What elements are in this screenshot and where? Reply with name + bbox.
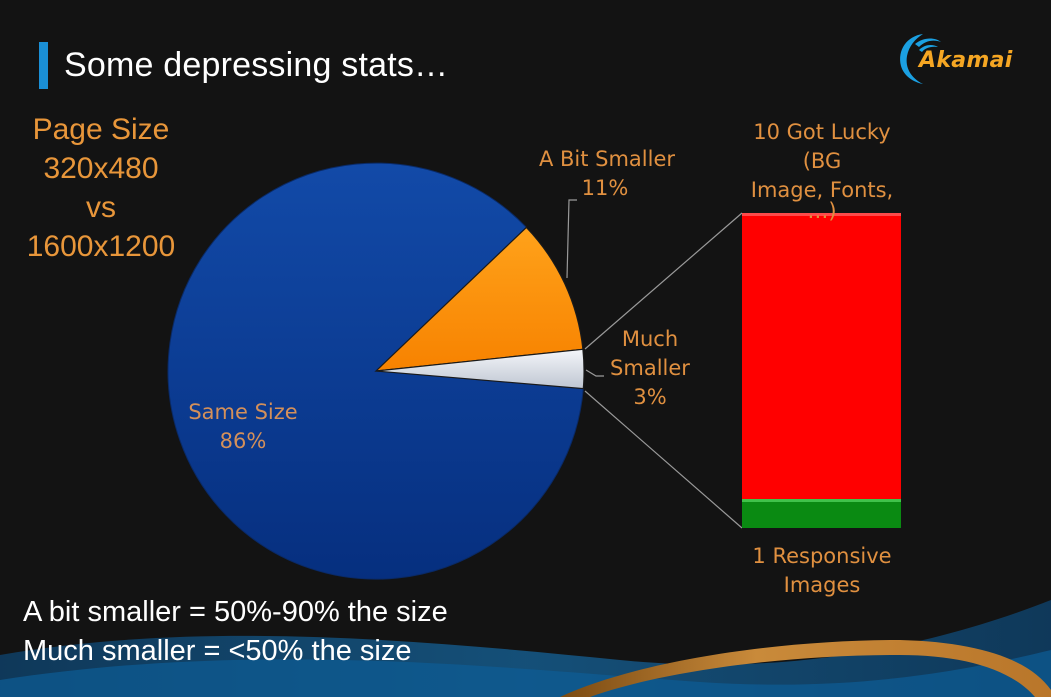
- label-value: 11%: [581, 176, 629, 200]
- label-name-line: Much: [621, 327, 679, 351]
- caption-line: Page Size: [32, 113, 170, 146]
- page-size-caption: Page Size 320x480 vs 1600x1200: [10, 110, 192, 266]
- bar-segment-got-lucky[interactable]: [742, 213, 901, 499]
- label-same-size: Same Size 86%: [168, 398, 318, 456]
- footnote-a-bit-smaller: A bit smaller = 50%-90% the size: [23, 596, 448, 628]
- title-accent-bar: [39, 42, 48, 89]
- akamai-logo-text: Akamai: [919, 48, 1013, 73]
- bar-highlight: [742, 213, 901, 216]
- akamai-logo: Akamai: [893, 28, 1023, 88]
- label-line: 10 Got Lucky: [753, 120, 891, 144]
- caption-line: vs: [86, 191, 116, 224]
- bar-segment-responsive[interactable]: [742, 499, 901, 528]
- label-line: (BG: [802, 149, 842, 173]
- footnote-much-smaller: Much smaller = <50% the size: [23, 635, 412, 667]
- pie-chart: [167, 162, 585, 580]
- slide-title: Some depressing stats…: [64, 46, 449, 84]
- leader-line-a-bit-smaller: [566, 199, 577, 279]
- label-a-bit-smaller: A Bit Smaller 11%: [522, 145, 692, 203]
- label-name-line: Smaller: [610, 356, 690, 380]
- label-line: …): [807, 199, 837, 223]
- connector-line-top: [584, 212, 743, 350]
- label-line: 1 Responsive: [752, 544, 892, 568]
- label-name: Same Size: [188, 400, 298, 424]
- footnotes: A bit smaller = 50%-90% the size Much sm…: [23, 593, 448, 671]
- label-line: Image, Fonts,: [750, 178, 894, 202]
- label-value: 3%: [633, 385, 667, 409]
- caption-line: 1600x1200: [26, 230, 176, 263]
- background-wave-decoration: [0, 600, 1051, 697]
- label-line: Images: [783, 573, 861, 597]
- pie-slice-much-smaller[interactable]: [375, 348, 585, 390]
- connector-line-bottom: [584, 390, 743, 529]
- akamai-swoosh-icon: [900, 34, 941, 84]
- bar-highlight: [742, 499, 901, 502]
- caption-line: 320x480: [43, 152, 159, 185]
- label-name: A Bit Smaller: [538, 147, 676, 171]
- label-much-smaller: Much Smaller 3%: [600, 325, 700, 412]
- stacked-bar: [742, 213, 901, 528]
- pie-slice-a-bit-smaller[interactable]: [374, 226, 584, 372]
- label-got-lucky: 10 Got Lucky (BG Image, Fonts, …): [722, 118, 922, 226]
- label-responsive-images: 1 Responsive Images: [722, 542, 922, 600]
- leader-line-much-smaller: [585, 369, 604, 377]
- label-value: 86%: [219, 429, 267, 453]
